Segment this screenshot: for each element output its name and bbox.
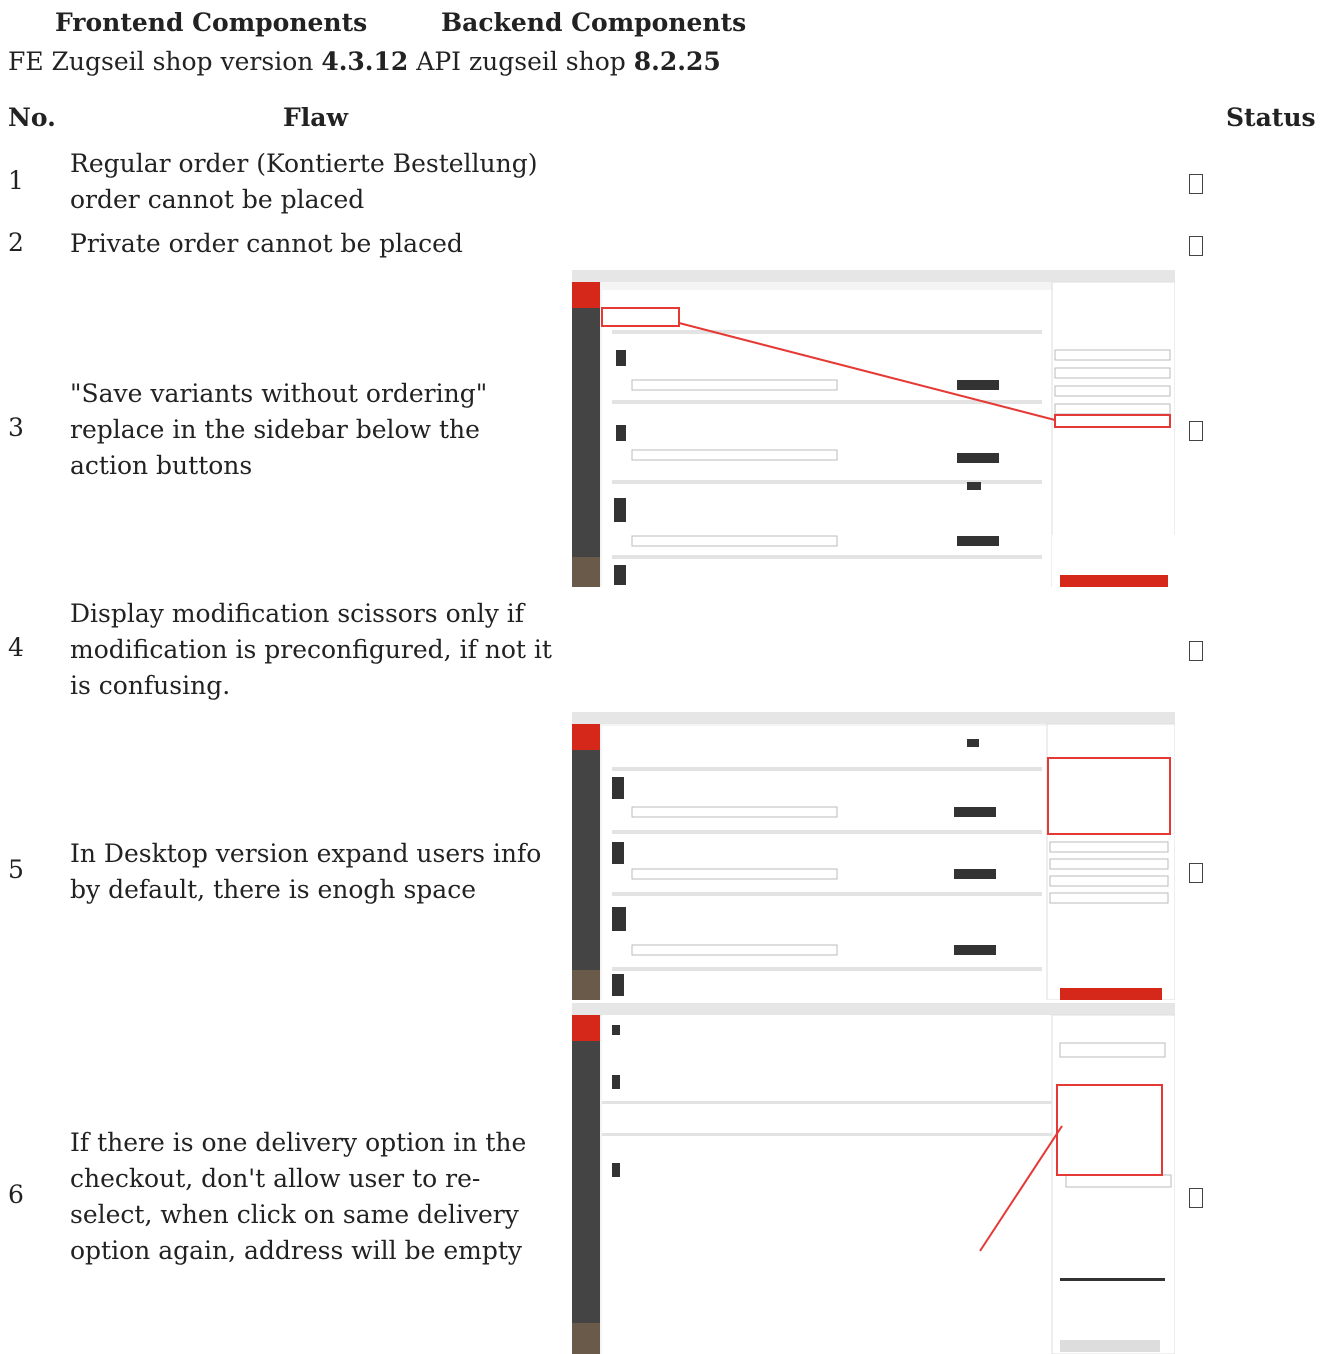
versions: FE Zugseil shop version 4.3.12 API zugse… [8, 47, 721, 76]
status-icon [1189, 421, 1203, 441]
flaw-text: "Save variants without ordering" replace… [70, 379, 488, 480]
status-icon [1189, 1188, 1203, 1208]
fe-label: FE Zugseil shop version [8, 47, 314, 76]
screenshot [572, 1003, 1175, 1354]
api-version: 8.2.25 [633, 47, 721, 76]
row-number: 5 [8, 855, 24, 884]
row-number: 3 [8, 413, 24, 442]
column-header: Flaw [283, 103, 348, 132]
screenshot [572, 270, 1175, 587]
frontend-heading: Frontend Components [55, 8, 368, 37]
screenshot [572, 712, 1175, 1000]
column-header: No. [8, 103, 56, 132]
column-header: Status [1226, 103, 1316, 132]
row-number: 2 [8, 228, 24, 257]
row-number: 1 [8, 166, 24, 195]
flaw-text: In Desktop version expand users info by … [70, 839, 542, 904]
status-icon [1189, 236, 1203, 256]
status-icon [1189, 641, 1203, 661]
status-icon [1189, 863, 1203, 883]
api-label: API zugseil shop [416, 47, 626, 76]
row-number: 4 [8, 633, 24, 662]
flaw-text: Display modification scissors only if mo… [70, 599, 552, 700]
flaw-text: Private order cannot be placed [70, 229, 463, 258]
backend-heading: Backend Components [441, 8, 747, 37]
flaw-text: If there is one delivery option in the c… [70, 1128, 527, 1265]
status-icon [1189, 174, 1203, 194]
flaw-text: Regular order (Kontierte Bestellung) ord… [70, 149, 538, 214]
fe-version: 4.3.12 [321, 47, 409, 76]
row-number: 6 [8, 1180, 24, 1209]
